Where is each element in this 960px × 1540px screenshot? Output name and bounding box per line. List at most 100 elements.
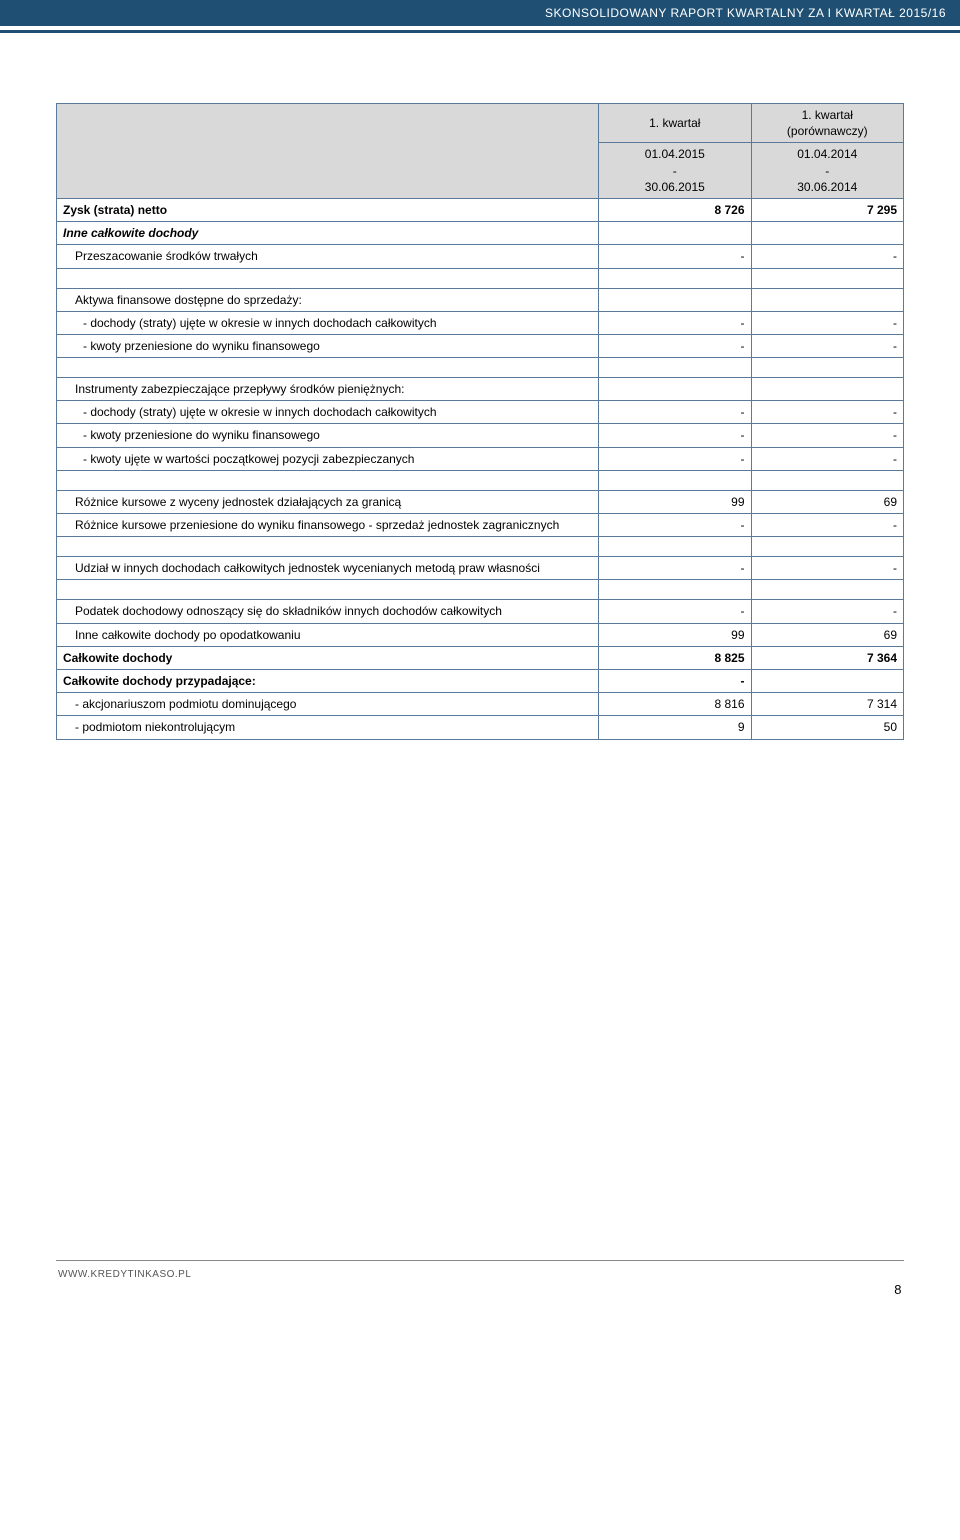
col2-period-b: 30.06.2014 bbox=[797, 180, 857, 194]
row-label: - akcjonariuszom podmiotu dominującego bbox=[57, 693, 599, 716]
table-row: Podatek dochodowy odnoszący się do skład… bbox=[57, 600, 904, 623]
col2-period-dash: - bbox=[825, 164, 829, 178]
row-value: 8 726 bbox=[599, 198, 751, 221]
table-row: - podmiotom niekontrolującym 9 50 bbox=[57, 716, 904, 739]
row-value: - bbox=[751, 600, 903, 623]
table-row: Aktywa finansowe dostępne do sprzedaży: bbox=[57, 288, 904, 311]
footer-site: WWW.KREDYTINKASO.PL bbox=[58, 1269, 191, 1280]
row-value: 7 295 bbox=[751, 198, 903, 221]
spacer-row bbox=[57, 358, 904, 378]
row-label: Zysk (strata) netto bbox=[57, 198, 599, 221]
header-col1-line1: 1. kwartał bbox=[599, 104, 751, 143]
row-value: - bbox=[751, 311, 903, 334]
row-value: - bbox=[599, 600, 751, 623]
row-label: - kwoty przeniesione do wyniku finansowe… bbox=[57, 334, 599, 357]
header-col2-lines: 1. kwartał (porównawczy) bbox=[751, 104, 903, 143]
report-header: SKONSOLIDOWANY RAPORT KWARTALNY ZA I KWA… bbox=[0, 0, 960, 26]
row-label: - podmiotom niekontrolującym bbox=[57, 716, 599, 739]
row-label: - kwoty ujęte w wartości początkowej poz… bbox=[57, 447, 599, 470]
row-value: - bbox=[751, 424, 903, 447]
row-label: Różnice kursowe z wyceny jednostek dział… bbox=[57, 490, 599, 513]
row-value: - bbox=[599, 424, 751, 447]
row-value: 7 364 bbox=[751, 646, 903, 669]
row-value bbox=[751, 378, 903, 401]
col1-period-a: 01.04.2015 bbox=[645, 147, 705, 161]
row-value: 99 bbox=[599, 490, 751, 513]
header-col2-period: 01.04.2014 - 30.06.2014 bbox=[751, 143, 903, 199]
table-row: Udział w innych dochodach całkowitych je… bbox=[57, 557, 904, 580]
row-value: 69 bbox=[751, 490, 903, 513]
row-label: - kwoty przeniesione do wyniku finansowe… bbox=[57, 424, 599, 447]
table-row: - kwoty przeniesione do wyniku finansowe… bbox=[57, 334, 904, 357]
col1-period-b: 30.06.2015 bbox=[645, 180, 705, 194]
row-value: - bbox=[751, 245, 903, 268]
row-value: - bbox=[751, 557, 903, 580]
spacer-row bbox=[57, 268, 904, 288]
row-value: - bbox=[599, 514, 751, 537]
header-col2-line2: (porównawczy) bbox=[787, 124, 868, 138]
row-label: Całkowite dochody przypadające: bbox=[57, 669, 599, 692]
table-row: Inne całkowite dochody bbox=[57, 222, 904, 245]
row-label: - dochody (straty) ujęte w okresie w inn… bbox=[57, 401, 599, 424]
row-label: Podatek dochodowy odnoszący się do skład… bbox=[57, 600, 599, 623]
row-label: Instrumenty zabezpieczające przepływy śr… bbox=[57, 378, 599, 401]
row-value: - bbox=[599, 557, 751, 580]
header-col2-line1: 1. kwartał bbox=[802, 108, 853, 122]
row-value: - bbox=[751, 514, 903, 537]
row-value: - bbox=[599, 334, 751, 357]
table-row: Inne całkowite dochody po opodatkowaniu … bbox=[57, 623, 904, 646]
row-label: - dochody (straty) ujęte w okresie w inn… bbox=[57, 311, 599, 334]
header-blank bbox=[57, 104, 599, 199]
row-value: - bbox=[751, 447, 903, 470]
table-row: Przeszacowanie środków trwałych - - bbox=[57, 245, 904, 268]
row-value: - bbox=[599, 245, 751, 268]
row-value bbox=[751, 288, 903, 311]
row-value: - bbox=[599, 669, 751, 692]
row-value: 8 816 bbox=[599, 693, 751, 716]
table-row: Całkowite dochody przypadające: - bbox=[57, 669, 904, 692]
row-value: 50 bbox=[751, 716, 903, 739]
report-title: SKONSOLIDOWANY RAPORT KWARTALNY ZA I KWA… bbox=[545, 6, 946, 20]
row-value: - bbox=[751, 334, 903, 357]
row-value bbox=[751, 669, 903, 692]
table-row: Całkowite dochody 8 825 7 364 bbox=[57, 646, 904, 669]
row-label: Udział w innych dochodach całkowitych je… bbox=[57, 557, 599, 580]
row-value: - bbox=[599, 311, 751, 334]
row-value bbox=[599, 378, 751, 401]
table-header-row-1: 1. kwartał 1. kwartał (porównawczy) bbox=[57, 104, 904, 143]
header-col1-period: 01.04.2015 - 30.06.2015 bbox=[599, 143, 751, 199]
table-row: Różnice kursowe z wyceny jednostek dział… bbox=[57, 490, 904, 513]
col2-period-a: 01.04.2014 bbox=[797, 147, 857, 161]
page-footer: WWW.KREDYTINKASO.PL 8 bbox=[56, 1260, 904, 1297]
row-value: - bbox=[751, 401, 903, 424]
row-label: Całkowite dochody bbox=[57, 646, 599, 669]
row-value bbox=[751, 222, 903, 245]
row-value: 8 825 bbox=[599, 646, 751, 669]
page-number: 8 bbox=[894, 1282, 902, 1297]
table-row: - dochody (straty) ujęte w okresie w inn… bbox=[57, 401, 904, 424]
spacer-row bbox=[57, 537, 904, 557]
row-value bbox=[599, 288, 751, 311]
table-row: Różnice kursowe przeniesione do wyniku f… bbox=[57, 514, 904, 537]
table-row: - kwoty przeniesione do wyniku finansowe… bbox=[57, 424, 904, 447]
row-value bbox=[599, 222, 751, 245]
row-value: - bbox=[599, 447, 751, 470]
row-label: Aktywa finansowe dostępne do sprzedaży: bbox=[57, 288, 599, 311]
row-value: 7 314 bbox=[751, 693, 903, 716]
table-row: Zysk (strata) netto 8 726 7 295 bbox=[57, 198, 904, 221]
row-value: 69 bbox=[751, 623, 903, 646]
table-row: - kwoty ujęte w wartości początkowej poz… bbox=[57, 447, 904, 470]
spacer-row bbox=[57, 470, 904, 490]
row-value: - bbox=[599, 401, 751, 424]
col1-period-dash: - bbox=[673, 164, 677, 178]
row-label: Przeszacowanie środków trwałych bbox=[57, 245, 599, 268]
row-label: Inne całkowite dochody bbox=[57, 222, 599, 245]
financial-table: 1. kwartał 1. kwartał (porównawczy) 01.0… bbox=[56, 103, 904, 740]
table-row: - dochody (straty) ujęte w okresie w inn… bbox=[57, 311, 904, 334]
page-content: 1. kwartał 1. kwartał (porównawczy) 01.0… bbox=[0, 33, 960, 1327]
row-label: Różnice kursowe przeniesione do wyniku f… bbox=[57, 514, 599, 537]
row-label: Inne całkowite dochody po opodatkowaniu bbox=[57, 623, 599, 646]
row-value: 9 bbox=[599, 716, 751, 739]
table-row: Instrumenty zabezpieczające przepływy śr… bbox=[57, 378, 904, 401]
table-row: - akcjonariuszom podmiotu dominującego 8… bbox=[57, 693, 904, 716]
